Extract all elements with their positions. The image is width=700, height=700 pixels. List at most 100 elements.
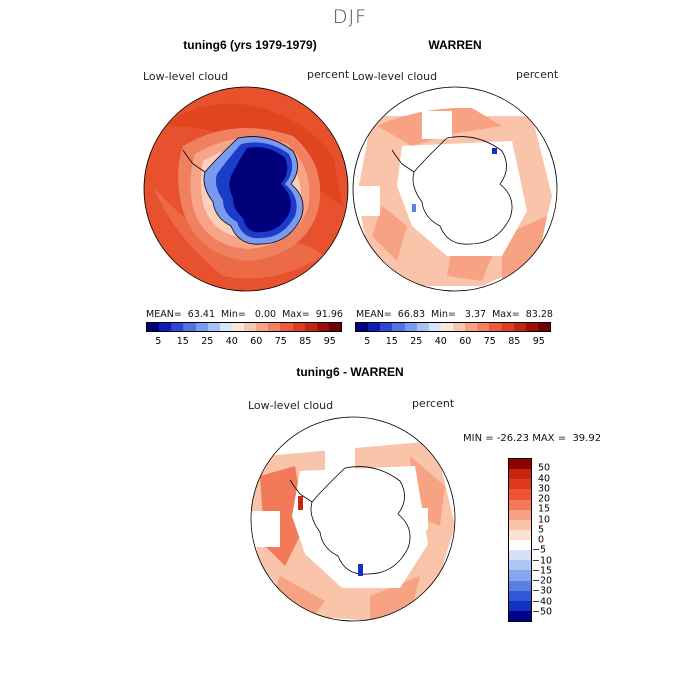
colorbar-swatch xyxy=(477,323,490,331)
colorbar-label: 75 xyxy=(274,336,287,347)
colorbar-label: 40 xyxy=(225,336,238,347)
colorbar-label: −30 xyxy=(532,585,553,597)
colorbar-label: 95 xyxy=(323,336,336,347)
colorbar-label: −20 xyxy=(532,575,553,587)
colorbar-swatch xyxy=(509,590,531,601)
antarctica-core xyxy=(229,147,291,233)
colorbar-swatch xyxy=(280,323,293,331)
colorbar-swatch xyxy=(509,499,531,510)
colorbar-swatch xyxy=(453,323,466,331)
colorbar-label: 5 xyxy=(538,524,545,536)
colorbar-swatch xyxy=(509,479,531,490)
panel-1-variable: Low-level cloud xyxy=(143,70,229,83)
panel-3-variable: Low-level cloud xyxy=(248,399,334,412)
colorbar-swatch xyxy=(316,323,329,331)
colorbar-swatch xyxy=(404,323,417,331)
panel-3-title: tuning6 - WARREN xyxy=(296,365,404,379)
colorbar-swatch xyxy=(509,469,531,480)
colorbar-swatch xyxy=(440,323,453,331)
colorbar-swatch xyxy=(231,323,244,331)
colorbar-label: 10 xyxy=(538,514,551,525)
coastline xyxy=(289,466,411,575)
colorbar-swatch xyxy=(147,323,160,331)
colorbar-swatch xyxy=(509,509,531,520)
panel-1-title: tuning6 (yrs 1979-1979) xyxy=(183,38,317,52)
panel-3-units: percent xyxy=(412,397,455,410)
panel-3-stats: MIN = -26.23 MAX = 39.92 xyxy=(463,433,602,444)
panel-2-title: WARREN xyxy=(428,38,482,52)
colorbar-swatch xyxy=(509,540,531,551)
panel-2-variable: Low-level cloud xyxy=(352,70,438,83)
panel-2-colorbar-labels: 5 15 25 40 60 75 85 95 xyxy=(355,336,551,348)
colorbar-label: 85 xyxy=(299,336,312,347)
colorbar-swatch xyxy=(509,560,531,571)
panel-2-colorbar xyxy=(355,322,551,332)
coastline xyxy=(182,136,304,245)
colorbar-swatch xyxy=(513,323,526,331)
colorbar-swatch xyxy=(509,529,531,540)
panel-2-field xyxy=(353,87,557,291)
colorbar-label: 30 xyxy=(538,483,551,495)
colorbar-label: −15 xyxy=(532,565,553,577)
colorbar-swatch xyxy=(292,323,305,331)
panel-3-colorbar xyxy=(508,458,532,622)
panel-2-units: percent xyxy=(516,68,559,81)
colorbar-swatch xyxy=(328,323,341,331)
colorbar-label: 60 xyxy=(250,336,263,347)
colorbar-label: 15 xyxy=(385,336,398,347)
colorbar-label: 5 xyxy=(155,336,162,347)
colorbar-label: −50 xyxy=(532,606,553,618)
colorbar-swatch xyxy=(509,570,531,581)
colorbar-label: −10 xyxy=(532,555,553,566)
colorbar-swatch xyxy=(159,323,172,331)
panel-2-stats: MEAN= 66.83 Min= 3.37 Max= 83.28 xyxy=(356,309,553,320)
colorbar-label: 50 xyxy=(538,462,551,474)
colorbar-swatch xyxy=(368,323,381,331)
colorbar-swatch xyxy=(509,519,531,530)
colorbar-label: 85 xyxy=(508,336,521,347)
colorbar-swatch xyxy=(256,323,269,331)
season-title: DJF xyxy=(332,6,368,28)
colorbar-label: 40 xyxy=(538,473,551,484)
colorbar-swatch xyxy=(219,323,232,331)
colorbar-label: 40 xyxy=(434,336,447,347)
coastline xyxy=(391,136,513,245)
panel-2-map xyxy=(352,86,558,292)
colorbar-swatch xyxy=(416,323,429,331)
colorbar-label: 15 xyxy=(176,336,189,347)
colorbar-swatch xyxy=(509,489,531,500)
colorbar-swatch xyxy=(207,323,220,331)
colorbar-label: −5 xyxy=(532,544,547,556)
colorbar-label: 75 xyxy=(483,336,496,347)
panel-1-stats: MEAN= 63.41 Min= 0.00 Max= 91.96 xyxy=(146,309,343,320)
colorbar-label: 20 xyxy=(538,493,551,505)
colorbar-swatch xyxy=(392,323,405,331)
colorbar-swatch xyxy=(509,459,531,470)
colorbar-label: −40 xyxy=(532,596,553,607)
colorbar-swatch xyxy=(244,323,257,331)
colorbar-label: 25 xyxy=(410,336,423,347)
colorbar-swatch xyxy=(356,323,369,331)
colorbar-swatch xyxy=(509,600,531,611)
panel-1-map xyxy=(143,86,349,292)
colorbar-swatch xyxy=(509,610,531,621)
colorbar-swatch xyxy=(489,323,502,331)
colorbar-swatch xyxy=(304,323,317,331)
colorbar-swatch xyxy=(380,323,393,331)
colorbar-swatch xyxy=(509,550,531,561)
colorbar-swatch xyxy=(465,323,478,331)
panel-3-field xyxy=(251,417,455,621)
colorbar-label: 15 xyxy=(538,503,551,515)
colorbar-swatch xyxy=(537,323,550,331)
panel-1-colorbar xyxy=(146,322,342,332)
colorbar-swatch xyxy=(509,580,531,591)
colorbar-swatch xyxy=(501,323,514,331)
colorbar-label: 5 xyxy=(364,336,371,347)
colorbar-swatch xyxy=(525,323,538,331)
panel-1-colorbar-labels: 5 15 25 40 60 75 85 95 xyxy=(146,336,342,348)
panel-3-map xyxy=(250,416,456,622)
colorbar-swatch xyxy=(268,323,281,331)
panel-3-colorbar-labels: 50 40 30 20 15 10 5 0 −5 −10 −15 −20 −30 −40 −50 xyxy=(532,458,578,622)
colorbar-label: 0 xyxy=(538,534,545,546)
colorbar-swatch xyxy=(183,323,196,331)
